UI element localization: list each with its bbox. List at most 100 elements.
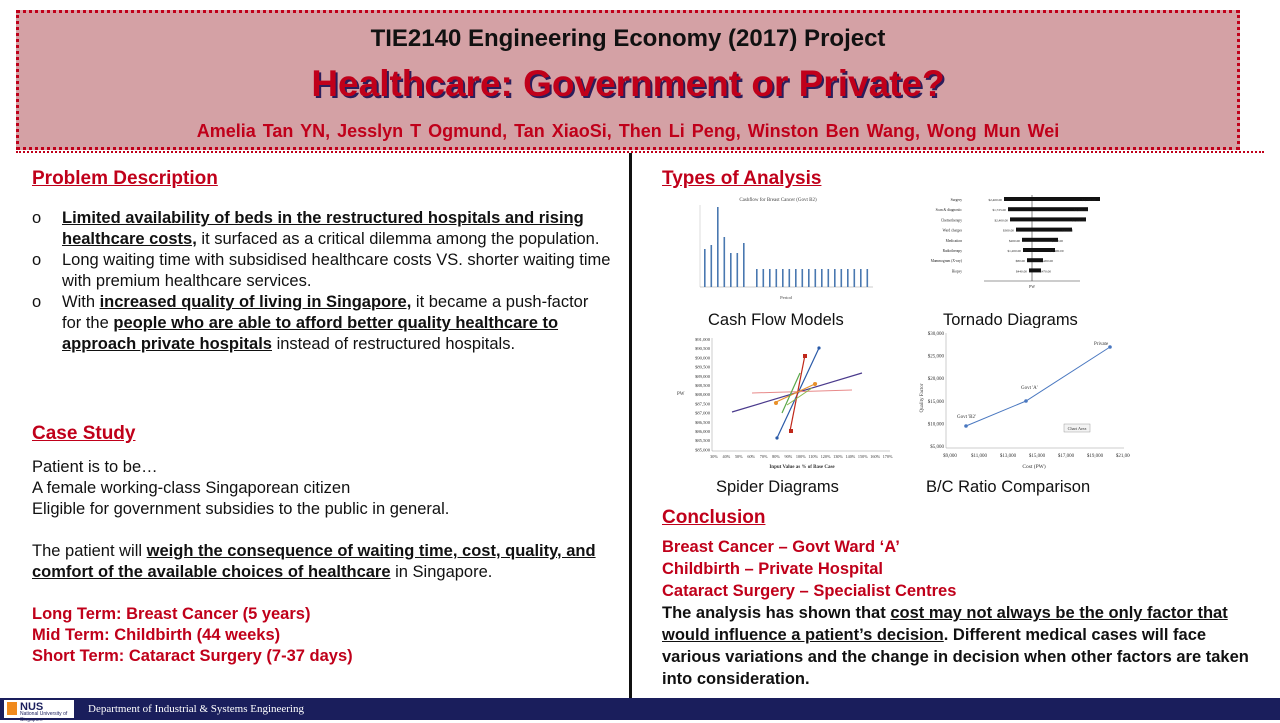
- mid-term: Mid Term: Childbirth (44 weeks): [32, 626, 281, 644]
- cashflow-bar: [704, 249, 706, 287]
- tornado-bar: [1029, 268, 1041, 273]
- bc-xtick: $21,000: [1116, 454, 1130, 459]
- spider-xtick: 30%: [710, 454, 718, 459]
- spider-chart: $91,000 $90,500 $90,000 $89,500 $89,000 $88,5…: [672, 333, 894, 473]
- poster-title: Healthcare: Government or Private?: [311, 63, 945, 104]
- cashflow-bar: [756, 269, 758, 287]
- short-term: Short Term: Cataract Surgery (7-37 days): [32, 647, 353, 665]
- spider-xtick: 130%: [833, 454, 843, 459]
- bc-point-b2: Govt 'B2': [957, 415, 976, 420]
- conclusion-text: The analysis has shown that cost may not…: [662, 604, 1249, 688]
- bullet-icon: o: [32, 293, 42, 311]
- bc-xtick: $15,000: [1029, 454, 1046, 459]
- spider-xlabel: Input Value as % of Base Case: [769, 465, 835, 470]
- spider-ytick: $86,500: [695, 420, 711, 426]
- tornado-bar: [1027, 258, 1043, 263]
- cashflow-chart: Cashflow for Breast Cancer (Govt B2) Per…: [678, 193, 878, 303]
- spider-xtick: 40%: [723, 454, 731, 459]
- spider-line-2: [751, 389, 853, 394]
- bc-xtick: $13,000: [1000, 454, 1017, 459]
- spider-ytick: $90,500: [695, 346, 711, 352]
- bc-ytick: $5,000: [930, 445, 944, 450]
- spider-xtick: 110%: [808, 454, 818, 459]
- tornado-row-label: Surgery: [951, 198, 963, 202]
- cashflow-caption: Cash Flow Models: [708, 311, 844, 329]
- spider-line-6: [781, 372, 801, 414]
- cashflow-xlabel: Period: [780, 295, 792, 300]
- bullet-icon: o: [32, 209, 42, 227]
- conclusion-result-2: Childbirth – Private Hospital: [662, 560, 883, 578]
- tornado-row-label: Mammogram (X-ray): [931, 259, 963, 263]
- spider-xtick: 90%: [785, 454, 793, 459]
- problem-bullet-3: o With increased quality of living in Sin…: [32, 293, 589, 353]
- tornado-row-label: Ward charges: [942, 229, 962, 233]
- spider-xtick: 140%: [846, 454, 856, 459]
- spider-caption: Spider Diagrams: [716, 478, 839, 496]
- tornado-high-label: $1,400.00: [1050, 249, 1064, 254]
- nus-logo: NUS National University of Singapore: [4, 700, 74, 723]
- tornado-high-label: $470.00: [1040, 269, 1051, 273]
- tornado-high-label: $428.00: [1062, 229, 1073, 233]
- bc-ytick: $15,000: [928, 400, 945, 405]
- cashflow-bar: [840, 269, 843, 287]
- cashflow-bar: [866, 269, 869, 287]
- spider-xtick: 160%: [870, 454, 880, 459]
- conclusion-body: Breast Cancer – Govt Ward ‘A’ Childbirth…: [662, 536, 1266, 690]
- case-heading: Case Study: [32, 423, 136, 444]
- spider-xtick: 100%: [796, 454, 806, 459]
- tornado-row-label: Radiotherapy: [943, 249, 963, 253]
- spider-ytick: $85,500: [695, 438, 711, 444]
- course-title: TIE2140 Engineering Economy (2017) Proje…: [370, 25, 886, 52]
- tornado-caption: Tornado Diagrams: [943, 311, 1078, 329]
- tornado-axis: PW: [1029, 284, 1035, 289]
- bc-tooltip: Chart Area: [1068, 426, 1087, 431]
- spider-ytick: $87,000: [695, 411, 711, 417]
- cashflow-bar: [717, 207, 719, 287]
- spider-xtick: 50%: [735, 454, 743, 459]
- cashflow-bar: [743, 243, 745, 287]
- problem-list: o Limited availability of beds in the res…: [32, 208, 612, 355]
- cashflow-bar: [808, 269, 810, 287]
- conclusion-result-1: Breast Cancer – Govt Ward ‘A’: [662, 538, 900, 556]
- cashflow-title: Cashflow for Breast Cancer (Govt B2): [739, 198, 817, 203]
- cashflow-bar: [730, 253, 732, 287]
- cashflow-bar: [834, 269, 836, 287]
- cashflow-bar: [795, 269, 797, 287]
- spider-ytick: $88,000: [695, 392, 711, 398]
- problem-heading: Problem Description: [32, 168, 218, 189]
- bc-ytick: $30,000: [928, 332, 945, 337]
- spider-xtick: 80%: [772, 454, 780, 459]
- tornado-bar: [1008, 207, 1088, 212]
- spider-line-7: [786, 387, 813, 406]
- cashflow-bar: [801, 269, 804, 287]
- cashflow-bar: [821, 269, 823, 287]
- tornado-low-label: $200.00: [1009, 239, 1020, 243]
- spider-ylabel: PW: [677, 392, 685, 397]
- case-body: Patient is to be… A female working-class…: [32, 457, 612, 667]
- spider-ytick: $89,500: [695, 365, 711, 371]
- spider-xtick: 150%: [858, 454, 868, 459]
- bc-xtick: $11,000: [971, 454, 988, 459]
- spider-ytick: $91,000: [695, 337, 711, 343]
- cashflow-bar: [847, 269, 849, 287]
- tornado-row-label: Scan & diagnostic: [936, 208, 963, 212]
- spider-ytick: $88,500: [695, 383, 711, 389]
- case-line-1: Patient is to be…: [32, 458, 158, 476]
- bc-xtick: $9,000: [943, 454, 957, 459]
- long-term: Long Term: Breast Cancer (5 years): [32, 605, 311, 623]
- bc-ytick: $10,000: [928, 422, 945, 427]
- column-divider: [629, 153, 632, 698]
- tornado-row-label: Chemotherapy: [941, 218, 962, 222]
- tornado-high-label: $3,750.00: [1082, 198, 1096, 203]
- tornado-high-label: $200.00: [1042, 259, 1053, 263]
- cashflow-bar: [860, 269, 862, 287]
- spider-xtick: 70%: [760, 454, 768, 459]
- tornado-low-label: $440.00: [1016, 269, 1027, 273]
- banner-divider: [16, 151, 1264, 153]
- bc-xtick: $19,000: [1087, 454, 1104, 459]
- tornado-chart: Surgery $2,400.00 $3,750.00 Scan & diagnost…: [912, 193, 1112, 293]
- tornado-low-label: $1,200.00: [1007, 249, 1021, 254]
- bc-xtick: $17,000: [1058, 454, 1075, 459]
- tornado-low-label: $80.00: [1016, 259, 1026, 263]
- tornado-low-label: $300.00: [1003, 229, 1014, 233]
